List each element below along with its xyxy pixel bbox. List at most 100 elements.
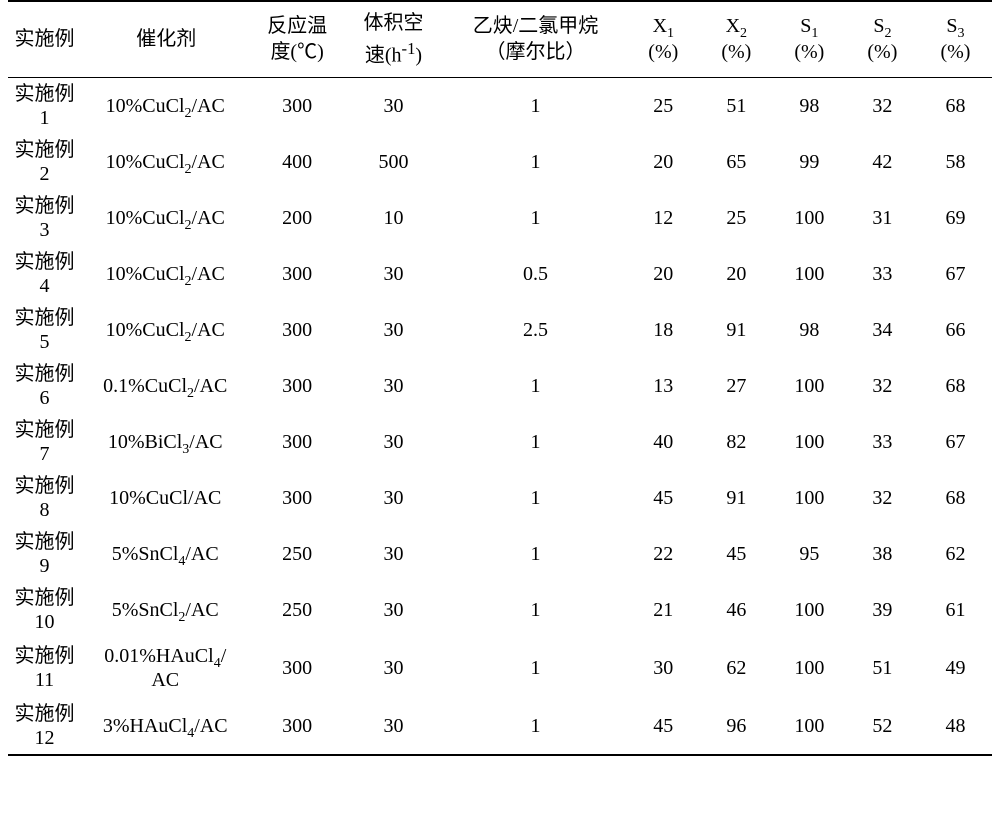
cell-space-velocity: 500 xyxy=(343,134,444,190)
table-row: 实施例410%CuCl2/AC300300.520201003367 xyxy=(8,246,992,302)
cell-x1: 12 xyxy=(627,190,700,246)
cell-s2: 51 xyxy=(846,638,919,698)
cell-space-velocity: 30 xyxy=(343,638,444,698)
cell-x2: 27 xyxy=(700,358,773,414)
table-row: 实施例105%SnCl2/AC25030121461003961 xyxy=(8,582,992,638)
col-header-s1: S1(%) xyxy=(773,1,846,77)
cell-s2: 42 xyxy=(846,134,919,190)
cell-s3: 67 xyxy=(919,414,992,470)
col-header-molar-ratio: 乙炔/二氯甲烷（摩尔比） xyxy=(444,1,627,77)
cell-x2: 91 xyxy=(700,470,773,526)
cell-catalyst: 3%HAuCl4/AC xyxy=(81,698,251,755)
cell-s2: 32 xyxy=(846,358,919,414)
cell-s1: 100 xyxy=(773,190,846,246)
table-head: 实施例 催化剂 反应温度(℃) 体积空速(h-1) 乙炔/二氯甲烷（摩尔比） X… xyxy=(8,1,992,77)
col-header-temperature: 反应温度(℃) xyxy=(251,1,342,77)
cell-catalyst: 10%CuCl/AC xyxy=(81,470,251,526)
cell-catalyst: 5%SnCl4/AC xyxy=(81,526,251,582)
cell-s1: 98 xyxy=(773,302,846,358)
cell-s3: 69 xyxy=(919,190,992,246)
cell-temperature: 300 xyxy=(251,246,342,302)
cell-s2: 33 xyxy=(846,414,919,470)
cell-s3: 49 xyxy=(919,638,992,698)
col-header-s2: S2(%) xyxy=(846,1,919,77)
cell-molar-ratio: 1 xyxy=(444,358,627,414)
cell-molar-ratio: 1 xyxy=(444,582,627,638)
cell-s1: 100 xyxy=(773,698,846,755)
cell-x1: 25 xyxy=(627,77,700,134)
table-container: 实施例 催化剂 反应温度(℃) 体积空速(h-1) 乙炔/二氯甲烷（摩尔比） X… xyxy=(0,0,1000,762)
cell-molar-ratio: 1 xyxy=(444,77,627,134)
cell-temperature: 300 xyxy=(251,302,342,358)
cell-temperature: 300 xyxy=(251,698,342,755)
cell-s3: 61 xyxy=(919,582,992,638)
col-header-s3: S3(%) xyxy=(919,1,992,77)
cell-example: 实施例8 xyxy=(8,470,81,526)
col-header-catalyst: 催化剂 xyxy=(81,1,251,77)
cell-x2: 45 xyxy=(700,526,773,582)
cell-molar-ratio: 2.5 xyxy=(444,302,627,358)
cell-example: 实施例11 xyxy=(8,638,81,698)
col-header-x2: X2(%) xyxy=(700,1,773,77)
cell-example: 实施例2 xyxy=(8,134,81,190)
cell-s2: 32 xyxy=(846,470,919,526)
table-row: 实施例110%CuCl2/AC3003012551983268 xyxy=(8,77,992,134)
cell-s1: 100 xyxy=(773,470,846,526)
cell-temperature: 200 xyxy=(251,190,342,246)
cell-example: 实施例3 xyxy=(8,190,81,246)
cell-s1: 100 xyxy=(773,414,846,470)
cell-space-velocity: 30 xyxy=(343,526,444,582)
cell-example: 实施例4 xyxy=(8,246,81,302)
cell-molar-ratio: 1 xyxy=(444,526,627,582)
cell-s3: 68 xyxy=(919,358,992,414)
cell-catalyst: 10%CuCl2/AC xyxy=(81,134,251,190)
cell-molar-ratio: 0.5 xyxy=(444,246,627,302)
cell-s2: 39 xyxy=(846,582,919,638)
cell-s2: 38 xyxy=(846,526,919,582)
cell-s2: 52 xyxy=(846,698,919,755)
table-row: 实施例710%BiCl3/AC30030140821003367 xyxy=(8,414,992,470)
cell-space-velocity: 10 xyxy=(343,190,444,246)
table-row: 实施例60.1%CuCl2/AC30030113271003268 xyxy=(8,358,992,414)
cell-molar-ratio: 1 xyxy=(444,638,627,698)
cell-catalyst: 0.01%HAuCl4/AC xyxy=(81,638,251,698)
cell-example: 实施例1 xyxy=(8,77,81,134)
cell-x1: 45 xyxy=(627,470,700,526)
cell-catalyst: 10%CuCl2/AC xyxy=(81,302,251,358)
cell-molar-ratio: 1 xyxy=(444,414,627,470)
cell-x1: 18 xyxy=(627,302,700,358)
cell-x2: 91 xyxy=(700,302,773,358)
cell-s1: 100 xyxy=(773,246,846,302)
cell-example: 实施例5 xyxy=(8,302,81,358)
cell-s3: 68 xyxy=(919,470,992,526)
cell-s1: 100 xyxy=(773,638,846,698)
cell-temperature: 300 xyxy=(251,414,342,470)
cell-example: 实施例9 xyxy=(8,526,81,582)
table-row: 实施例123%HAuCl4/AC30030145961005248 xyxy=(8,698,992,755)
cell-space-velocity: 30 xyxy=(343,302,444,358)
cell-s2: 31 xyxy=(846,190,919,246)
cell-s1: 100 xyxy=(773,582,846,638)
cell-s2: 33 xyxy=(846,246,919,302)
cell-x1: 20 xyxy=(627,134,700,190)
cell-s3: 62 xyxy=(919,526,992,582)
cell-s2: 34 xyxy=(846,302,919,358)
cell-example: 实施例6 xyxy=(8,358,81,414)
cell-catalyst: 10%CuCl2/AC xyxy=(81,246,251,302)
table-row: 实施例510%CuCl2/AC300302.51891983466 xyxy=(8,302,992,358)
cell-temperature: 250 xyxy=(251,526,342,582)
table-row: 实施例210%CuCl2/AC40050012065994258 xyxy=(8,134,992,190)
cell-catalyst: 0.1%CuCl2/AC xyxy=(81,358,251,414)
table-body: 实施例110%CuCl2/AC3003012551983268实施例210%Cu… xyxy=(8,77,992,755)
cell-molar-ratio: 1 xyxy=(444,134,627,190)
cell-temperature: 250 xyxy=(251,582,342,638)
cell-space-velocity: 30 xyxy=(343,246,444,302)
cell-x2: 96 xyxy=(700,698,773,755)
cell-space-velocity: 30 xyxy=(343,358,444,414)
cell-x2: 46 xyxy=(700,582,773,638)
cell-temperature: 400 xyxy=(251,134,342,190)
cell-temperature: 300 xyxy=(251,358,342,414)
cell-s1: 95 xyxy=(773,526,846,582)
col-header-x1: X1(%) xyxy=(627,1,700,77)
cell-molar-ratio: 1 xyxy=(444,698,627,755)
